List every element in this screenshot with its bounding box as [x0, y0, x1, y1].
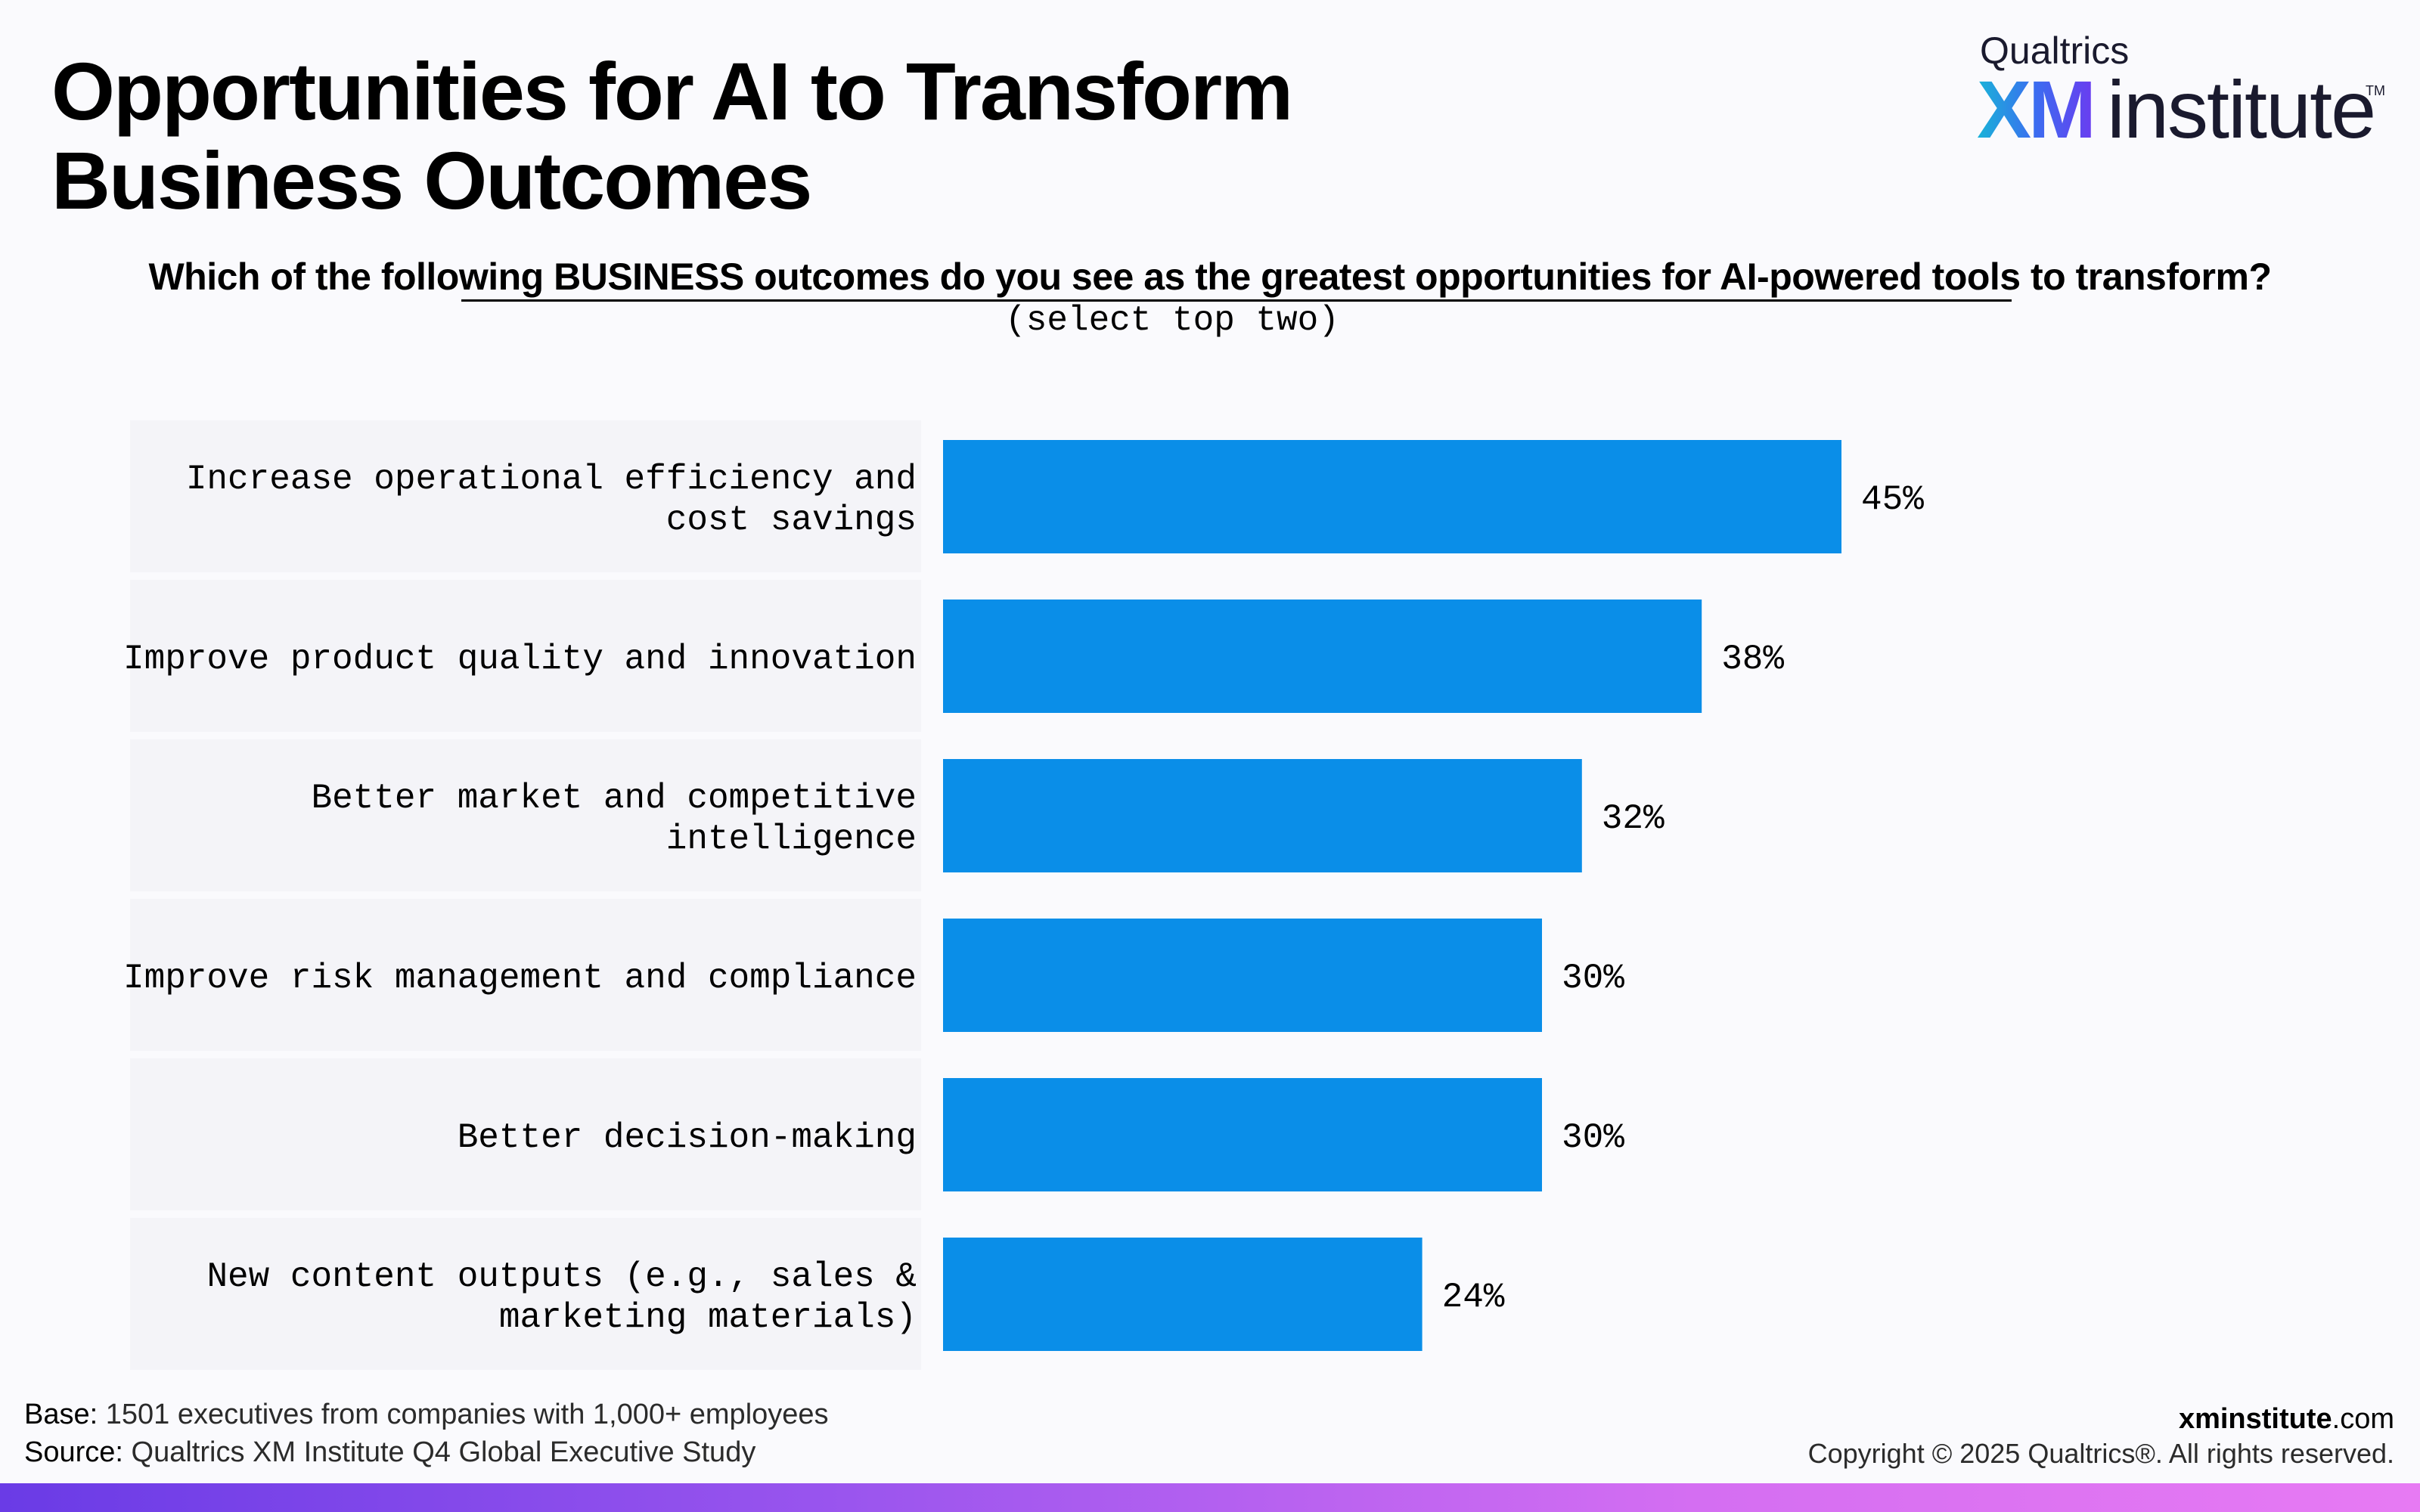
value-label: 45%: [1861, 480, 1924, 519]
logo-xm: XM: [1977, 64, 2096, 155]
category-label: marketing materials): [499, 1298, 917, 1337]
category-label-panel: [130, 580, 921, 732]
logo-trademark: TM: [2366, 83, 2385, 98]
survey-question: Which of the following BUSINESS outcomes…: [148, 256, 2272, 298]
category-label-panel: [130, 899, 921, 1051]
gradient-footer-bar: [0, 1483, 2420, 1512]
category-label: Better market and competitive: [311, 779, 917, 818]
title-line-2: Business Outcomes: [51, 135, 812, 226]
question-underline: [461, 299, 2012, 302]
source-label: Source:: [24, 1436, 123, 1468]
bar: [943, 759, 1582, 872]
base-text: 1501 executives from companies with 1,00…: [98, 1399, 829, 1430]
source-note: Source: Qualtrics XM Institute Q4 Global…: [24, 1433, 829, 1471]
value-label: 32%: [1602, 799, 1665, 838]
footer-credits: xminstitute.com Copyright © 2025 Qualtri…: [1808, 1402, 2394, 1472]
bar: [943, 1078, 1542, 1191]
category-label: intelligence: [666, 820, 917, 859]
category-label-panel: [130, 1058, 921, 1210]
category-label: Improve risk management and compliance: [123, 959, 917, 998]
logo-brand: Qualtrics: [1980, 29, 2130, 72]
value-label: 38%: [1721, 640, 1784, 679]
bar: [943, 600, 1702, 713]
value-label: 24%: [1442, 1278, 1505, 1317]
survey-question-note: (select top two): [1005, 301, 1339, 340]
value-label: 30%: [1562, 959, 1624, 998]
footer-notes: Base: 1501 executives from companies wit…: [24, 1396, 829, 1471]
category-label: cost savings: [666, 500, 917, 540]
copyright: Copyright © 2025 Qualtrics®. All rights …: [1807, 1438, 2394, 1469]
bar: [943, 440, 1841, 553]
base-note: Base: 1501 executives from companies wit…: [24, 1396, 829, 1433]
category-label-panel: [130, 420, 921, 572]
value-label: 30%: [1562, 1118, 1624, 1157]
category-label-panel: [130, 1218, 921, 1370]
category-label: Improve product quality and innovation: [123, 640, 917, 679]
bar: [943, 919, 1542, 1032]
logo-institute: institute: [2107, 64, 2376, 155]
source-text: Qualtrics XM Institute Q4 Global Executi…: [123, 1436, 756, 1468]
base-label: Base:: [24, 1399, 98, 1430]
xm-institute-logo: Qualtrics XM institute TM: [1977, 29, 2385, 151]
site-tld: .com: [2332, 1403, 2394, 1435]
bar: [943, 1238, 1423, 1351]
category-label: New content outputs (e.g., sales &: [206, 1257, 917, 1297]
category-label-panel: [130, 739, 921, 891]
page-title: Opportunities for AI to Transform Busine…: [51, 45, 1293, 226]
site-name: xminstitute: [2178, 1403, 2332, 1435]
category-label: Increase operational efficiency and: [186, 460, 917, 499]
site-link[interactable]: xminstitute.com: [1808, 1402, 2394, 1436]
category-label: Better decision-making: [458, 1118, 917, 1157]
title-line-1: Opportunities for AI to Transform: [51, 45, 1293, 137]
